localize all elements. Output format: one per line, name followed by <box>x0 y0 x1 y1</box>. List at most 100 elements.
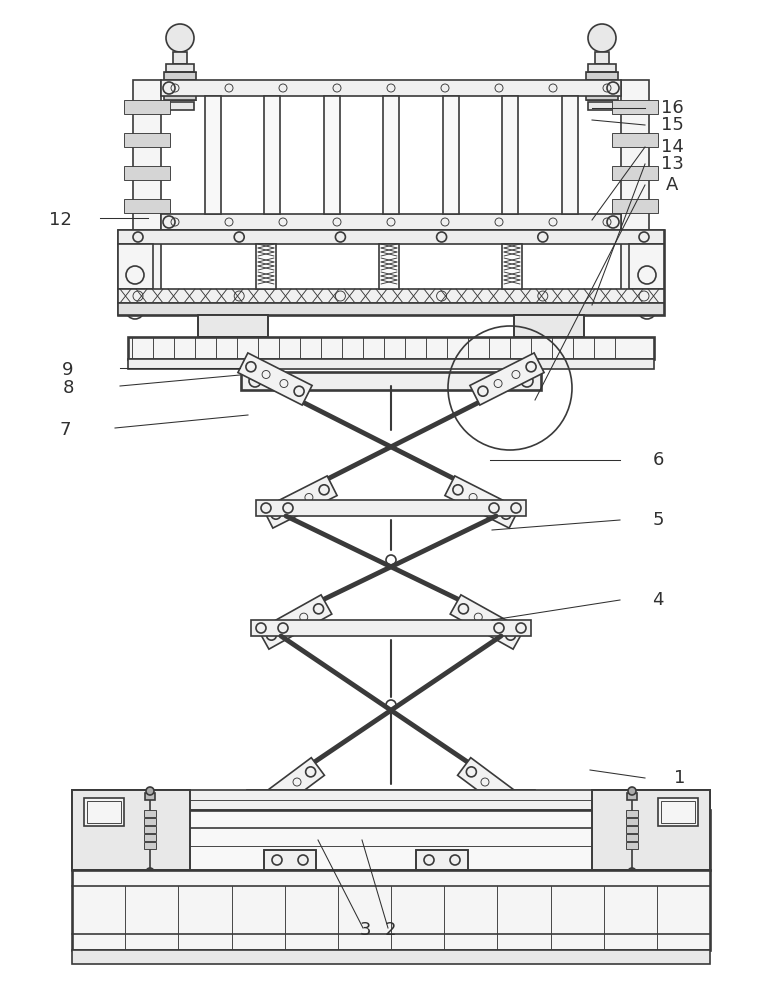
Bar <box>592 790 710 870</box>
Bar <box>205 96 221 214</box>
Bar <box>264 96 280 214</box>
Text: 5: 5 <box>652 511 664 529</box>
Bar <box>612 133 658 147</box>
Bar <box>144 834 156 841</box>
Bar <box>626 810 638 817</box>
Polygon shape <box>470 353 544 405</box>
Bar <box>241 372 541 390</box>
Bar <box>166 64 194 72</box>
Bar <box>251 620 531 636</box>
Text: 12: 12 <box>48 211 71 229</box>
Bar <box>124 166 170 180</box>
Polygon shape <box>258 595 332 649</box>
Polygon shape <box>457 758 529 818</box>
Bar <box>72 950 710 964</box>
Text: A: A <box>665 176 678 194</box>
Circle shape <box>588 24 616 52</box>
Text: 3: 3 <box>359 921 371 939</box>
Bar <box>144 810 156 817</box>
Bar <box>144 818 156 825</box>
Bar <box>72 810 710 870</box>
Bar <box>586 72 618 80</box>
Bar <box>173 52 187 64</box>
Bar <box>198 315 268 337</box>
Bar <box>161 214 621 230</box>
Bar <box>144 842 156 849</box>
Bar <box>626 842 638 849</box>
Bar <box>379 244 399 289</box>
Bar <box>128 337 654 359</box>
Polygon shape <box>238 353 312 405</box>
Bar <box>124 199 170 213</box>
Bar <box>502 96 518 214</box>
Bar <box>164 92 196 100</box>
Bar <box>247 790 535 806</box>
Bar <box>198 315 268 337</box>
Bar <box>145 793 155 800</box>
Bar <box>124 133 170 147</box>
Bar <box>612 166 658 180</box>
Text: 6: 6 <box>652 451 664 469</box>
Bar <box>416 850 468 870</box>
Bar <box>72 790 710 810</box>
Bar <box>661 801 695 823</box>
Bar <box>592 790 710 870</box>
Bar <box>324 96 339 214</box>
Circle shape <box>628 787 636 795</box>
Bar <box>627 793 637 800</box>
Bar <box>595 52 609 64</box>
Bar <box>144 826 156 833</box>
Bar <box>256 500 526 516</box>
Bar <box>502 244 522 289</box>
Bar <box>118 244 153 289</box>
Bar <box>612 100 658 114</box>
Bar <box>264 850 316 870</box>
Text: 14: 14 <box>661 138 683 156</box>
Bar <box>416 850 468 870</box>
Bar <box>256 244 276 289</box>
Text: 16: 16 <box>661 99 683 117</box>
Bar <box>72 790 190 870</box>
Bar <box>561 96 577 214</box>
Text: 13: 13 <box>661 155 683 173</box>
Bar <box>588 64 616 72</box>
Polygon shape <box>253 758 325 818</box>
Text: 15: 15 <box>661 116 683 134</box>
Bar <box>118 230 664 244</box>
Bar <box>166 102 194 110</box>
Bar <box>626 834 638 841</box>
Bar <box>626 818 638 825</box>
Bar <box>164 72 196 80</box>
Bar <box>658 798 698 826</box>
Polygon shape <box>263 476 337 528</box>
Polygon shape <box>450 595 524 649</box>
Bar <box>164 82 196 90</box>
Bar <box>514 315 584 337</box>
Bar <box>621 80 649 315</box>
Text: 7: 7 <box>59 421 70 439</box>
Bar <box>161 80 621 96</box>
Text: 2: 2 <box>384 921 396 939</box>
Bar <box>87 801 121 823</box>
Bar <box>128 359 654 369</box>
Bar <box>118 303 664 315</box>
Text: 1: 1 <box>674 769 686 787</box>
Bar <box>629 244 664 289</box>
Bar <box>514 315 584 337</box>
Bar <box>118 289 664 303</box>
Bar <box>588 102 616 110</box>
Text: 9: 9 <box>63 361 74 379</box>
Text: 4: 4 <box>652 591 664 609</box>
Bar <box>586 82 618 90</box>
Bar <box>383 96 399 214</box>
Bar <box>586 92 618 100</box>
Bar <box>612 199 658 213</box>
Bar <box>626 826 638 833</box>
Bar <box>72 870 710 950</box>
Bar <box>124 100 170 114</box>
Bar <box>443 96 458 214</box>
Bar <box>118 230 664 315</box>
Circle shape <box>146 787 154 795</box>
Text: 8: 8 <box>63 379 74 397</box>
Bar <box>133 80 161 315</box>
